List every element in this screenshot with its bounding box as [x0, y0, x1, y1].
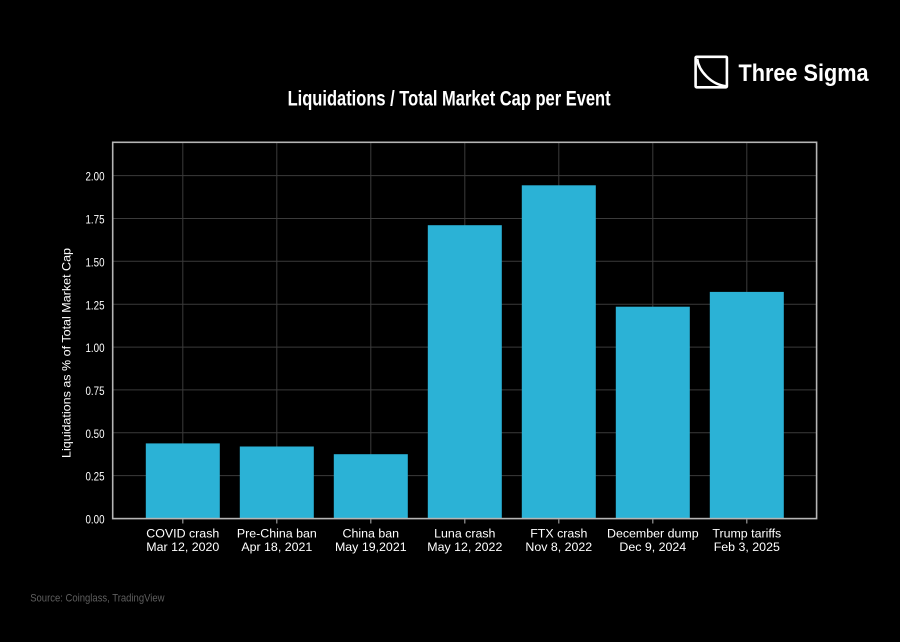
svg-text:May 12, 2022: May 12, 2022 — [427, 540, 502, 554]
svg-text:Apr 18, 2021: Apr 18, 2021 — [241, 540, 312, 554]
svg-text:Trump tariffs: Trump tariffs — [712, 526, 781, 540]
svg-text:1.50: 1.50 — [86, 255, 105, 269]
svg-text:1.00: 1.00 — [86, 341, 105, 355]
svg-text:Source: Coinglass, TradingView: Source: Coinglass, TradingView — [30, 593, 165, 605]
svg-text:0.75: 0.75 — [86, 384, 105, 398]
svg-text:Pre-China ban: Pre-China ban — [237, 526, 317, 540]
svg-text:0.50: 0.50 — [86, 427, 105, 441]
svg-text:2.00: 2.00 — [86, 170, 105, 184]
svg-text:Luna crash: Luna crash — [434, 526, 495, 540]
svg-text:0.25: 0.25 — [86, 470, 105, 484]
svg-text:FTX crash: FTX crash — [530, 526, 587, 540]
svg-text:Mar 12, 2020: Mar 12, 2020 — [146, 540, 219, 554]
svg-text:Feb 3, 2025: Feb 3, 2025 — [714, 540, 780, 554]
svg-text:Dec 9, 2024: Dec 9, 2024 — [619, 540, 686, 554]
svg-text:Nov 8, 2022: Nov 8, 2022 — [525, 540, 592, 554]
svg-text:December dump: December dump — [607, 526, 699, 540]
svg-text:0.00: 0.00 — [86, 513, 105, 527]
svg-text:Three Sigma: Three Sigma — [739, 60, 870, 87]
svg-text:COVID crash: COVID crash — [146, 526, 219, 540]
svg-text:China ban: China ban — [343, 526, 400, 540]
svg-text:1.25: 1.25 — [86, 298, 105, 312]
svg-text:Liquidations as % of Total Mar: Liquidations as % of Total Market Cap — [59, 248, 73, 458]
svg-text:May 19,2021: May 19,2021 — [335, 540, 407, 554]
svg-text:Liquidations / Total Market Ca: Liquidations / Total Market Cap per Even… — [288, 88, 611, 111]
svg-text:1.75: 1.75 — [86, 213, 105, 227]
